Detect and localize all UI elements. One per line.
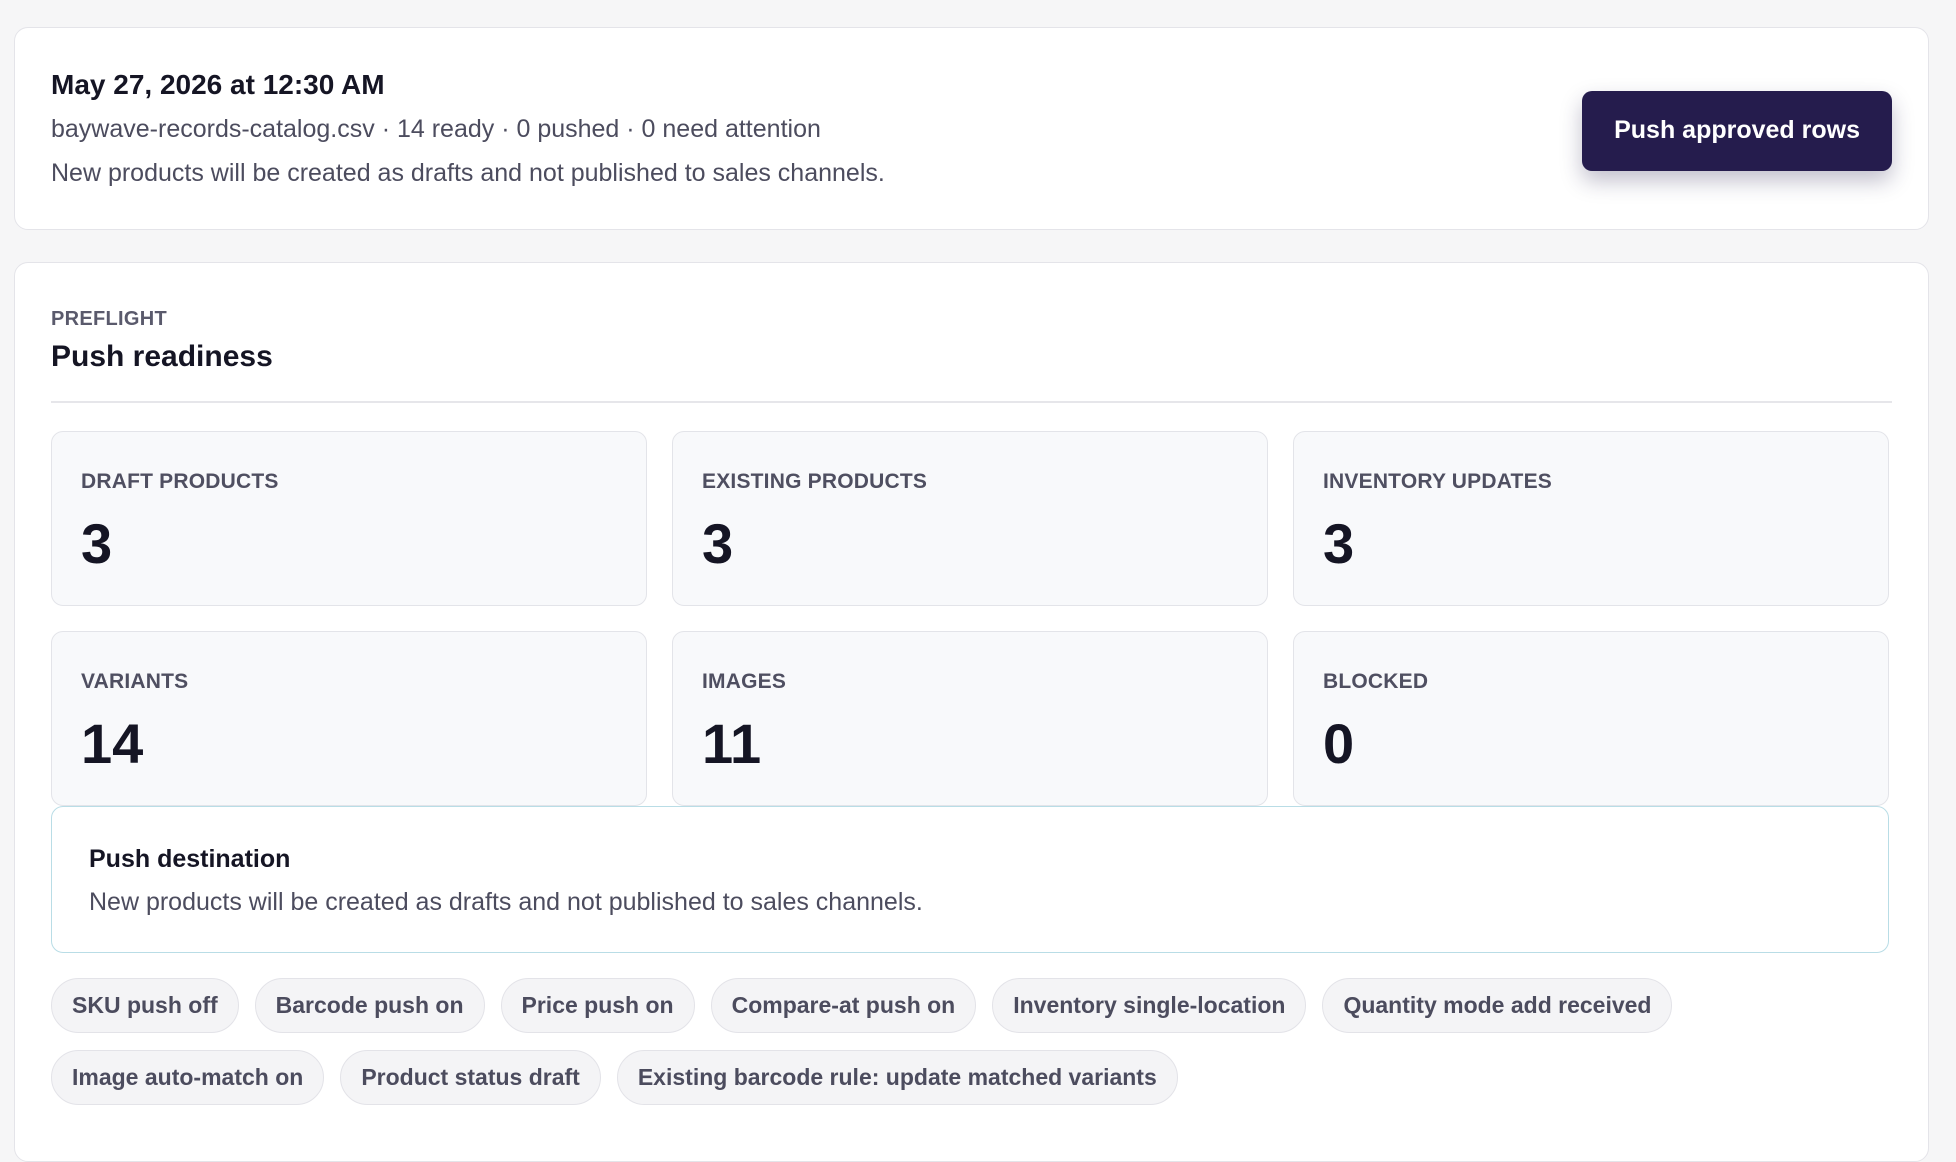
chip-existing-barcode-rule[interactable]: Existing barcode rule: update matched va… [616, 1050, 1178, 1105]
batch-meta: baywave-records-catalog.csv · 14 ready ·… [51, 115, 821, 143]
chip-quantity-mode[interactable]: Quantity mode add received [1322, 978, 1673, 1033]
chip-sku-push[interactable]: SKU push off [51, 978, 239, 1033]
batch-note: New products will be created as drafts a… [51, 159, 885, 187]
chip-barcode-push[interactable]: Barcode push on [254, 978, 485, 1033]
push-approved-rows-button[interactable]: Push approved rows [1582, 90, 1892, 171]
chip-price-push[interactable]: Price push on [500, 978, 695, 1033]
stat-draft-products: DRAFT PRODUCTS 3 [51, 431, 647, 606]
stat-label: IMAGES [702, 670, 787, 693]
stat-value: 3 [1323, 512, 1355, 575]
push-destination-title: Push destination [89, 845, 291, 873]
stat-label: EXISTING PRODUCTS [702, 470, 928, 493]
push-destination-panel: Push destination New products will be cr… [51, 806, 1889, 953]
stat-label: INVENTORY UPDATES [1323, 470, 1552, 493]
stat-existing-products: EXISTING PRODUCTS 3 [672, 431, 1268, 606]
stat-value: 11 [702, 712, 762, 775]
settings-chips: SKU push off Barcode push on Price push … [51, 978, 1889, 1105]
batch-summary-info: May 27, 2026 at 12:30 AM baywave-records… [51, 69, 885, 188]
stat-label: VARIANTS [81, 670, 189, 693]
stat-variants: VARIANTS 14 [51, 631, 647, 806]
divider [51, 401, 1892, 403]
stat-blocked: BLOCKED 0 [1293, 631, 1889, 806]
chip-product-status[interactable]: Product status draft [340, 1050, 601, 1105]
push-destination-text: New products will be created as drafts a… [89, 888, 923, 916]
stat-inventory-updates: INVENTORY UPDATES 3 [1293, 431, 1889, 606]
stat-value: 3 [81, 512, 113, 575]
stats-grid: DRAFT PRODUCTS 3 EXISTING PRODUCTS 3 INV… [51, 431, 1892, 806]
section-eyebrow: PREFLIGHT [51, 308, 168, 330]
stat-label: BLOCKED [1323, 670, 1429, 693]
stat-images: IMAGES 11 [672, 631, 1268, 806]
stat-value: 14 [81, 712, 144, 775]
stat-value: 0 [1323, 712, 1355, 775]
batch-title: May 27, 2026 at 12:30 AM [51, 69, 385, 100]
stat-value: 3 [702, 512, 734, 575]
chip-inventory-location[interactable]: Inventory single-location [992, 978, 1307, 1033]
section-title: Push readiness [51, 340, 273, 373]
preflight-card: PREFLIGHT Push readiness DRAFT PRODUCTS … [14, 262, 1929, 1162]
chip-compare-at-push[interactable]: Compare-at push on [710, 978, 977, 1033]
chip-image-auto-match[interactable]: Image auto-match on [51, 1050, 325, 1105]
stat-label: DRAFT PRODUCTS [81, 470, 279, 493]
batch-summary-card: May 27, 2026 at 12:30 AM baywave-records… [14, 27, 1929, 230]
